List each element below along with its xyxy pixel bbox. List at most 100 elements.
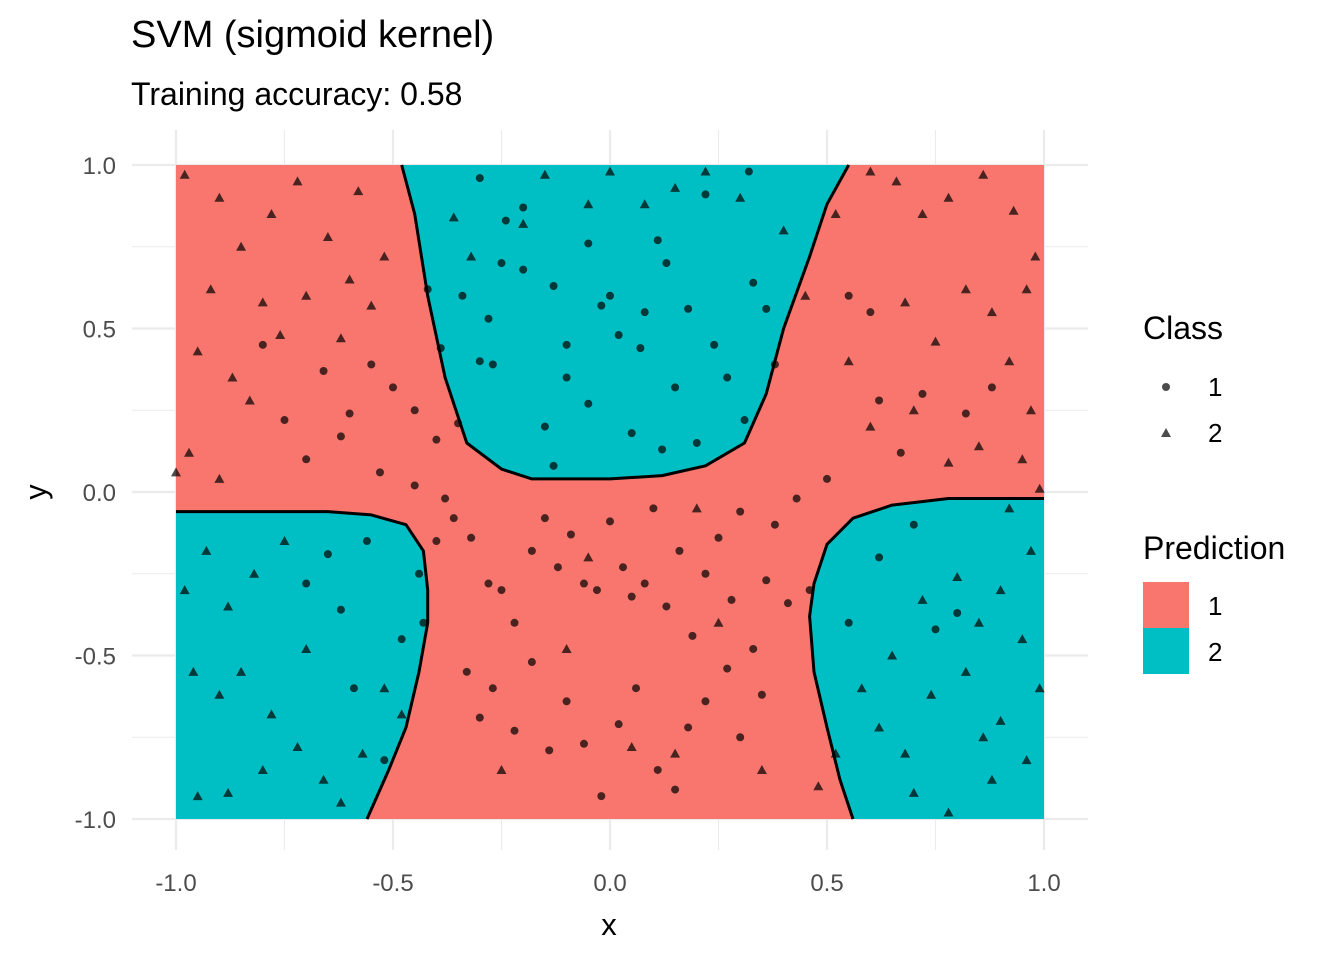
point-class-1: [415, 569, 424, 578]
point-class-2: [960, 666, 971, 676]
point-class-1: [545, 746, 554, 755]
decision-boundary-top-center: [400, 164, 851, 481]
x-tick-label: -0.5: [372, 870, 413, 897]
point-class-1: [762, 576, 771, 585]
point-class-1: [640, 579, 649, 588]
point-class-1: [875, 396, 884, 405]
point-class-1: [510, 618, 519, 627]
x-tick-label: -1.0: [155, 870, 196, 897]
point-class-1: [597, 792, 606, 801]
point-class-1: [336, 605, 345, 614]
point-class-1: [909, 520, 918, 529]
point-class-2: [292, 742, 303, 752]
point-class-1: [597, 301, 606, 310]
point-class-2: [496, 764, 507, 774]
decision-regions: [176, 164, 1044, 820]
point-class-2: [223, 601, 234, 611]
point-class-2: [366, 300, 377, 310]
point-class-1: [319, 367, 328, 376]
point-class-2: [466, 251, 477, 261]
point-class-1: [519, 203, 528, 212]
point-class-1: [961, 409, 970, 418]
point-class-1: [684, 723, 693, 732]
point-class-1: [302, 455, 311, 464]
point-class-2: [214, 473, 225, 483]
point-class-1: [349, 684, 358, 693]
point-class-1: [614, 720, 623, 729]
point-class-1: [614, 331, 623, 340]
point-class-1: [762, 304, 771, 313]
data-points: [171, 166, 1045, 817]
point-class-2: [184, 447, 195, 457]
chart-subtitle: Training accuracy: 0.58: [131, 76, 463, 112]
point-class-1: [584, 399, 593, 408]
point-class-1: [688, 631, 697, 640]
legend-prediction-title: Prediction: [1143, 530, 1286, 566]
point-class-1: [467, 533, 476, 542]
point-class-2: [583, 552, 594, 562]
point-class-1: [770, 360, 779, 369]
point-class-1: [653, 236, 662, 245]
point-class-1: [805, 586, 814, 595]
x-tick-label: 1.0: [1027, 870, 1060, 897]
point-class-2: [639, 199, 650, 209]
region-class-2-bottom-right: [809, 498, 1044, 819]
point-class-1: [606, 517, 614, 526]
point-class-2: [236, 241, 247, 251]
point-class-1: [619, 563, 628, 572]
point-class-1: [501, 216, 510, 225]
point-class-1: [549, 461, 558, 470]
point-class-1: [336, 432, 345, 441]
legend-prediction-label-2: 2: [1208, 637, 1223, 667]
point-class-2: [322, 231, 333, 241]
point-class-2: [973, 617, 984, 627]
point-class-2: [973, 441, 984, 451]
point-class-2: [205, 284, 216, 294]
point-class-2: [223, 787, 234, 797]
point-class-1: [632, 684, 641, 693]
x-tick-label: 0.5: [810, 870, 843, 897]
point-class-2: [539, 169, 550, 179]
legend-key-circle-icon: [1162, 383, 1170, 391]
point-class-2: [214, 192, 225, 202]
point-class-1: [649, 504, 658, 513]
point-class-1: [844, 291, 853, 300]
point-class-2: [930, 336, 941, 346]
point-class-2: [887, 650, 898, 660]
point-class-1: [367, 360, 376, 369]
point-class-1: [636, 344, 645, 353]
point-class-1: [606, 291, 614, 300]
point-class-1: [475, 357, 484, 366]
point-class-2: [201, 545, 212, 555]
point-class-1: [866, 308, 875, 317]
point-class-1: [675, 546, 684, 555]
chart-title: SVM (sigmoid kernel): [131, 14, 495, 56]
point-class-2: [249, 568, 260, 578]
point-class-2: [926, 689, 937, 699]
point-class-1: [449, 514, 458, 523]
point-class-1: [740, 416, 749, 425]
point-class-1: [410, 481, 419, 490]
point-class-2: [813, 781, 824, 791]
point-class-2: [691, 503, 702, 513]
point-class-2: [214, 689, 225, 699]
point-class-2: [978, 732, 989, 742]
point-class-1: [684, 304, 693, 313]
point-class-2: [257, 764, 268, 774]
point-class-1: [953, 608, 962, 617]
point-class-2: [700, 166, 711, 176]
point-class-2: [943, 192, 954, 202]
point-class-2: [943, 807, 954, 817]
region-class-2-top-center: [401, 165, 849, 479]
point-class-2: [908, 405, 919, 415]
point-class-2: [986, 774, 997, 784]
point-class-1: [553, 563, 562, 572]
point-class-2: [171, 467, 181, 477]
point-class-2: [917, 209, 928, 219]
point-class-2: [1017, 454, 1028, 464]
point-class-2: [1008, 205, 1019, 215]
point-class-1: [484, 314, 493, 323]
point-class-1: [562, 340, 571, 349]
point-class-1: [987, 383, 996, 392]
